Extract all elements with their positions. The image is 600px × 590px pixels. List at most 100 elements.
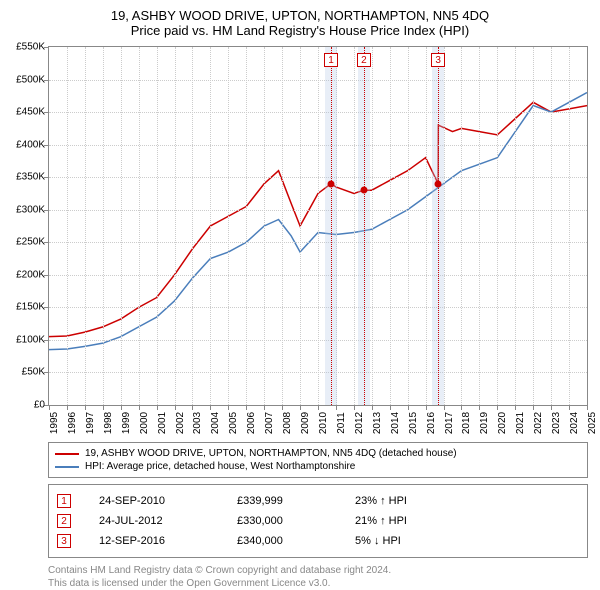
x-tick <box>246 405 247 410</box>
x-axis-label: 2006 <box>246 412 257 434</box>
y-axis-label: £250K <box>16 237 45 248</box>
x-axis-label: 1999 <box>121 412 132 434</box>
x-tick <box>479 405 480 410</box>
transaction-dot <box>360 187 367 194</box>
transaction-row: 124-SEP-2010£339,99923% ↑ HPI <box>57 491 579 511</box>
footer-line-2: This data is licensed under the Open Gov… <box>48 577 588 590</box>
transaction-row-marker: 1 <box>57 494 71 508</box>
transaction-price: £330,000 <box>237 515 327 527</box>
gridline-v <box>372 47 373 405</box>
x-tick <box>85 405 86 410</box>
x-tick <box>515 405 516 410</box>
gridline-v <box>515 47 516 405</box>
page-title: 19, ASHBY WOOD DRIVE, UPTON, NORTHAMPTON… <box>0 0 600 23</box>
x-tick <box>372 405 373 410</box>
x-axis-label: 2022 <box>533 412 544 434</box>
gridline-v <box>85 47 86 405</box>
y-axis-label: £300K <box>16 204 45 215</box>
x-tick <box>497 405 498 410</box>
x-tick <box>103 405 104 410</box>
x-axis-label: 2021 <box>515 412 526 434</box>
transaction-diff: 23% ↑ HPI <box>355 495 445 507</box>
gridline-v <box>551 47 552 405</box>
gridline-v <box>246 47 247 405</box>
x-tick <box>157 405 158 410</box>
x-axis-label: 2011 <box>336 412 347 434</box>
x-tick <box>354 405 355 410</box>
x-axis-label: 2000 <box>139 412 150 434</box>
gridline-v <box>479 47 480 405</box>
transactions-box: 124-SEP-2010£339,99923% ↑ HPI224-JUL-201… <box>48 484 588 558</box>
x-tick <box>587 405 588 410</box>
gridline-v <box>318 47 319 405</box>
x-axis-label: 2019 <box>479 412 490 434</box>
legend-row: 19, ASHBY WOOD DRIVE, UPTON, NORTHAMPTON… <box>55 447 581 460</box>
x-axis-label: 2016 <box>426 412 437 434</box>
x-axis-label: 2008 <box>282 412 293 434</box>
y-axis-label: £350K <box>16 172 45 183</box>
x-tick <box>300 405 301 410</box>
x-axis-label: 2015 <box>408 412 419 434</box>
transaction-date: 24-SEP-2010 <box>99 495 209 507</box>
gridline-v <box>497 47 498 405</box>
legend-box: 19, ASHBY WOOD DRIVE, UPTON, NORTHAMPTON… <box>48 442 588 478</box>
y-axis-label: £200K <box>16 269 45 280</box>
x-axis-label: 2003 <box>192 412 203 434</box>
y-axis-label: £450K <box>16 107 45 118</box>
gridline-v <box>228 47 229 405</box>
x-tick <box>210 405 211 410</box>
gridline-v <box>67 47 68 405</box>
footer-line-1: Contains HM Land Registry data © Crown c… <box>48 564 588 577</box>
x-axis-label: 2002 <box>175 412 186 434</box>
x-tick <box>461 405 462 410</box>
gridline-v <box>210 47 211 405</box>
x-axis-label: 2004 <box>210 412 221 434</box>
y-axis-label: £500K <box>16 74 45 85</box>
legend-row: HPI: Average price, detached house, West… <box>55 460 581 473</box>
y-axis-label: £0 <box>34 400 45 411</box>
legend-label: 19, ASHBY WOOD DRIVE, UPTON, NORTHAMPTON… <box>85 448 457 459</box>
x-tick <box>569 405 570 410</box>
transaction-row-marker: 3 <box>57 534 71 548</box>
gridline-v <box>157 47 158 405</box>
legend-swatch <box>55 466 79 468</box>
x-tick <box>444 405 445 410</box>
x-axis-label: 2005 <box>228 412 239 434</box>
x-tick <box>318 405 319 410</box>
x-axis-label: 2023 <box>551 412 562 434</box>
gridline-v <box>139 47 140 405</box>
transaction-row-marker: 2 <box>57 514 71 528</box>
transaction-row: 312-SEP-2016£340,0005% ↓ HPI <box>57 531 579 551</box>
transaction-line <box>331 47 332 405</box>
gridline-v <box>408 47 409 405</box>
x-axis-label: 2018 <box>461 412 472 434</box>
x-axis-label: 2010 <box>318 412 329 434</box>
price-chart: £0£50K£100K£150K£200K£250K£300K£350K£400… <box>48 46 588 406</box>
y-axis-label: £400K <box>16 139 45 150</box>
x-tick <box>67 405 68 410</box>
x-tick <box>390 405 391 410</box>
transaction-date: 12-SEP-2016 <box>99 535 209 547</box>
gridline-v <box>121 47 122 405</box>
x-tick <box>264 405 265 410</box>
x-axis-label: 1995 <box>49 412 60 434</box>
y-axis-label: £550K <box>16 42 45 53</box>
transaction-dot <box>435 180 442 187</box>
transaction-date: 24-JUL-2012 <box>99 515 209 527</box>
gridline-v <box>192 47 193 405</box>
x-tick <box>175 405 176 410</box>
gridline-v <box>354 47 355 405</box>
transaction-dot <box>328 180 335 187</box>
transaction-marker: 2 <box>357 53 371 67</box>
x-tick <box>121 405 122 410</box>
x-axis-label: 2017 <box>444 412 455 434</box>
x-tick <box>533 405 534 410</box>
y-axis-label: £50K <box>22 367 45 378</box>
x-tick <box>49 405 50 410</box>
x-tick <box>336 405 337 410</box>
gridline-v <box>461 47 462 405</box>
x-axis-label: 1996 <box>67 412 78 434</box>
gridline-v <box>175 47 176 405</box>
transaction-line <box>438 47 439 405</box>
gridline-v <box>300 47 301 405</box>
